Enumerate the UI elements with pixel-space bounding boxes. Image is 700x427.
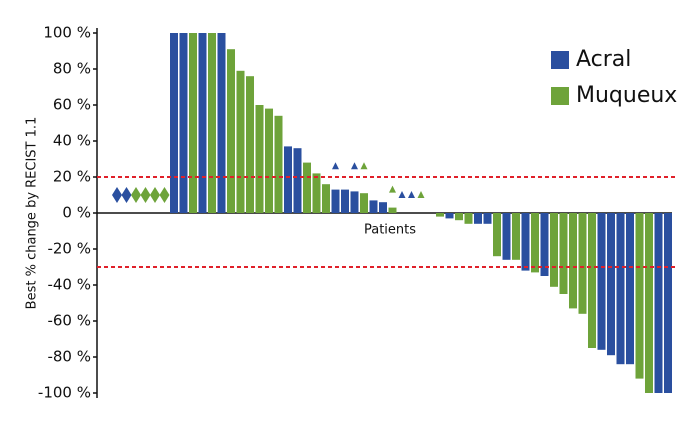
bar	[303, 162, 311, 213]
y-tick-label: -40 %	[47, 276, 91, 294]
bar	[607, 213, 615, 356]
bar	[521, 213, 530, 271]
y-tick-label: -60 %	[47, 312, 91, 330]
marker	[360, 162, 368, 170]
bar	[597, 213, 606, 350]
bar	[493, 213, 501, 257]
bar	[265, 108, 273, 213]
y-tick-label: -20 %	[47, 240, 91, 258]
bar	[654, 213, 663, 393]
bar	[559, 213, 568, 294]
bar	[208, 33, 216, 213]
x-axis-label: Patients	[364, 223, 416, 238]
y-tick-label: 100 %	[43, 24, 91, 42]
bar	[445, 213, 454, 219]
y-tick-label: 80 %	[53, 60, 91, 78]
marker	[159, 187, 170, 203]
bar	[350, 191, 359, 213]
y-tick-label: -100 %	[38, 384, 91, 402]
bar	[540, 213, 549, 276]
bar	[550, 213, 558, 287]
bar	[483, 213, 492, 224]
bar	[588, 213, 596, 348]
bar	[255, 105, 264, 213]
bar	[474, 213, 482, 224]
bar	[455, 213, 463, 221]
bar	[341, 189, 349, 213]
marker	[121, 187, 132, 203]
bar	[198, 33, 207, 213]
bar	[502, 213, 511, 260]
bar	[645, 213, 653, 393]
bar	[464, 213, 473, 224]
marker	[408, 191, 415, 198]
marker	[112, 187, 122, 203]
y-tick-label: -80 %	[47, 348, 91, 366]
marker	[150, 187, 160, 203]
bar	[322, 184, 330, 213]
bar	[236, 70, 245, 213]
bar	[531, 213, 539, 273]
marker	[398, 191, 406, 198]
legend-label: Muqueux	[576, 83, 677, 108]
bar	[331, 189, 340, 213]
y-tick-label: 0 %	[62, 204, 91, 222]
marker	[140, 187, 151, 203]
legend-label: Acral	[576, 47, 631, 72]
bar	[512, 213, 520, 260]
bar	[379, 202, 387, 213]
bar	[189, 33, 197, 213]
bar	[436, 213, 444, 217]
bar	[360, 193, 368, 213]
bar	[369, 200, 378, 213]
bar	[227, 49, 235, 214]
marker	[351, 162, 358, 170]
bar	[388, 207, 397, 213]
y-tick-label: 40 %	[53, 132, 91, 150]
bar	[578, 213, 587, 314]
y-axis-label: Best % change by RECIST 1.1	[25, 117, 40, 310]
bar	[170, 33, 178, 213]
legend-swatch	[551, 51, 569, 69]
bar	[274, 115, 283, 213]
bar	[626, 213, 634, 365]
marker	[131, 187, 141, 203]
bar	[635, 213, 644, 379]
y-tick-label: 60 %	[53, 96, 91, 114]
marker	[417, 191, 425, 198]
marker	[332, 162, 339, 170]
legend-swatch	[551, 87, 569, 105]
y-tick-label: 20 %	[53, 168, 91, 186]
bar	[179, 33, 188, 213]
bar	[246, 76, 254, 213]
bar	[312, 173, 321, 213]
bar	[569, 213, 577, 309]
bar	[217, 33, 226, 213]
marker	[389, 185, 396, 193]
bar	[284, 146, 292, 213]
bar	[293, 148, 302, 213]
bar	[616, 213, 625, 365]
bar	[664, 213, 672, 393]
